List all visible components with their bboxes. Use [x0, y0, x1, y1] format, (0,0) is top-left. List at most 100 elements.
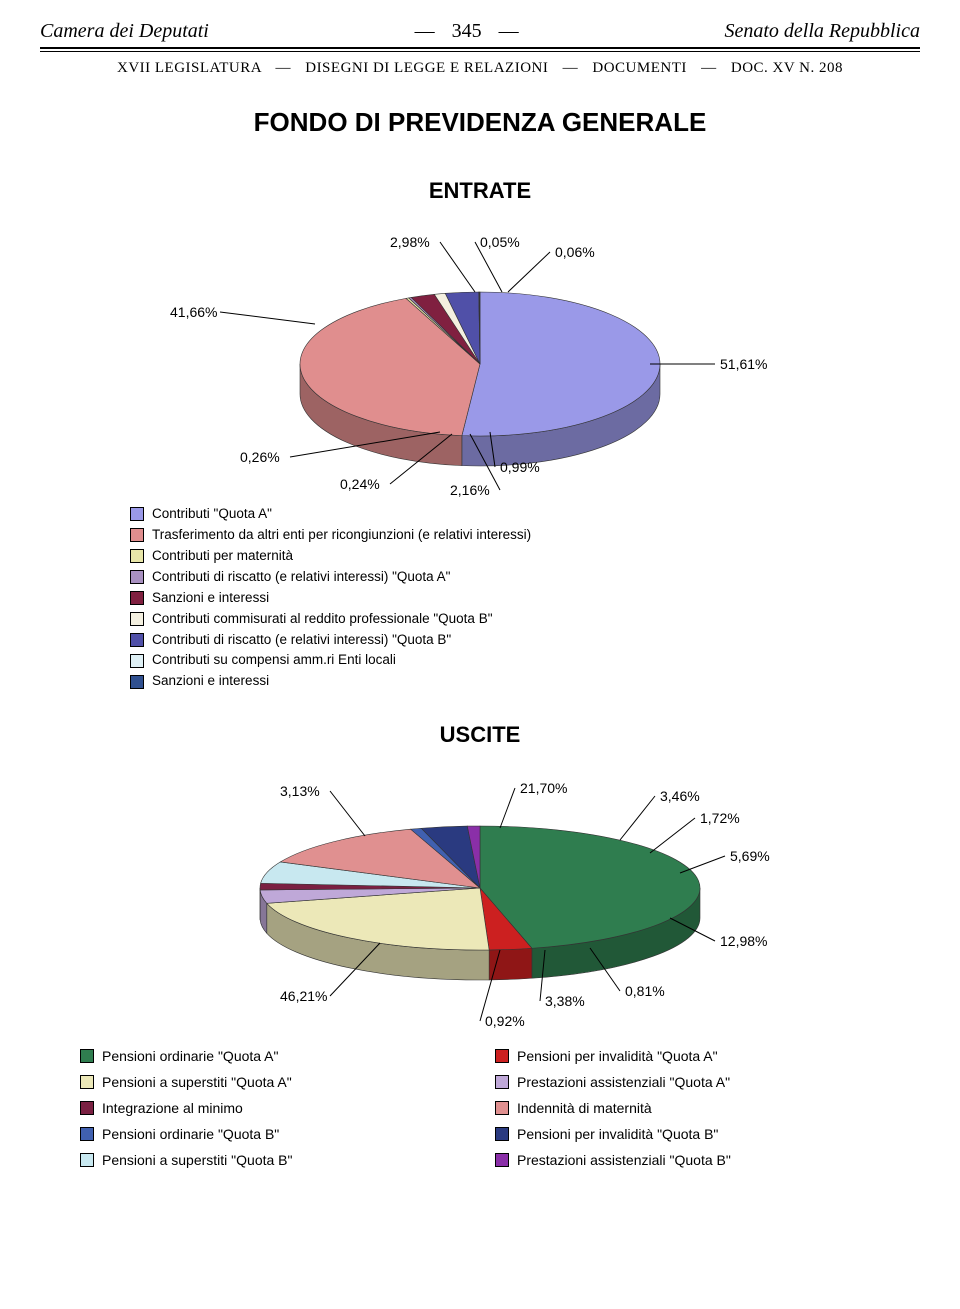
pie-slice-label: 0,81% [625, 983, 665, 999]
pie-uscite: 46,21% 3,13% 21,70% 3,46%1,72% 5,69% 12,98% 0,… [80, 758, 880, 1028]
divider [40, 47, 920, 49]
page-number: 345 [440, 20, 494, 42]
legend-swatch [80, 1049, 94, 1063]
legend-text: Contributi "Quota A" [152, 504, 272, 525]
legend-text: Contributi commisurati al reddito profes… [152, 609, 493, 630]
legend-item: Prestazioni assistenziali "Quota B" [495, 1152, 880, 1168]
pie-slice-label: 3,38% [545, 993, 585, 1009]
chart-uscite-area: 46,21% 3,13% 21,70% 3,46%1,72% 5,69% 12,98% 0,… [80, 758, 880, 1028]
legend-item: Sanzioni e interessi [130, 588, 830, 609]
header-center: — 345 — [415, 20, 519, 43]
divider-thin [40, 51, 920, 52]
legend-text: Pensioni a superstiti "Quota B" [102, 1152, 292, 1168]
legend-item: Contributi di riscatto (e relativi inter… [130, 630, 830, 651]
pie-entrate: 51,61%41,66%0,26%0,24%2,16%0,99%2,98%0,0… [80, 214, 880, 494]
legend-text: Contributi su compensi amm.ri Enti local… [152, 650, 396, 671]
legend-item: Indennità di maternità [495, 1100, 880, 1116]
legend-text: Prestazioni assistenziali "Quota A" [517, 1074, 730, 1090]
legend-text: Pensioni ordinarie "Quota B" [102, 1126, 279, 1142]
subheader-sep: — [265, 60, 301, 77]
legend-text: Pensioni a superstiti "Quota A" [102, 1074, 292, 1090]
legend-item: Pensioni a superstiti "Quota A" [80, 1074, 465, 1090]
chart-entrate-area: 51,61%41,66%0,26%0,24%2,16%0,99%2,98%0,0… [80, 214, 880, 494]
chart-uscite: USCITE 46,21% 3,13% 21,70% 3,46%1,72% 5,69% 1… [40, 722, 920, 1168]
legend-text: Contributi di riscatto (e relativi inter… [152, 630, 451, 651]
legend-swatch [80, 1127, 94, 1141]
legend-item: Contributi "Quota A" [130, 504, 830, 525]
legend-swatch [130, 612, 144, 626]
legend-swatch [80, 1101, 94, 1115]
legend-swatch [130, 570, 144, 584]
pie-slice-label: 3,13% [280, 783, 320, 799]
legend-text: Sanzioni e interessi [152, 588, 269, 609]
legend-entrate: Contributi "Quota A"Trasferimento da alt… [130, 504, 830, 692]
legend-swatch [80, 1075, 94, 1089]
subheader-part: DOC. XV N. 208 [731, 60, 843, 76]
pie-slice-label: 2,16% [450, 482, 490, 498]
pie-slice-label: 0,05% [480, 234, 520, 250]
legend-swatch [495, 1127, 509, 1141]
legend-swatch [495, 1153, 509, 1167]
legend-text: Pensioni per invalidità "Quota B" [517, 1126, 718, 1142]
legend-item: Pensioni per invalidità "Quota A" [495, 1048, 880, 1064]
pie-slice-label: 0,06% [555, 244, 595, 260]
legend-swatch [130, 507, 144, 521]
pie-slice-label: 0,24% [340, 476, 380, 492]
pie-slice-label: 41,66% [170, 304, 217, 320]
page-header: Camera dei Deputati — 345 — Senato della… [40, 20, 920, 43]
page: Camera dei Deputati — 345 — Senato della… [0, 0, 960, 1228]
legend-item: Integrazione al minimo [80, 1100, 465, 1116]
pie-slice-label: 46,21% [280, 988, 327, 1004]
legend-text: Contributi di riscatto (e relativi inter… [152, 567, 450, 588]
pie-slice-label: 51,61% [720, 356, 767, 372]
legend-text: Integrazione al minimo [102, 1100, 243, 1116]
subheader-part: DOCUMENTI [592, 60, 687, 76]
legend-swatch [130, 549, 144, 563]
subheader-sep: — [691, 60, 727, 77]
pie-slice-label: 12,98% [720, 933, 767, 949]
legend-swatch [495, 1075, 509, 1089]
legend-item: Contributi commisurati al reddito profes… [130, 609, 830, 630]
legend-text: Sanzioni e interessi [152, 671, 269, 692]
subheader-part: DISEGNI DI LEGGE E RELAZIONI [305, 60, 548, 76]
pie-slice-label: 0,99% [500, 459, 540, 475]
legend-item: Pensioni per invalidità "Quota B" [495, 1126, 880, 1142]
legend-swatch [495, 1049, 509, 1063]
pie-slice-label: 3,46% [660, 788, 700, 804]
header-right: Senato della Repubblica [724, 20, 920, 43]
legend-item: Sanzioni e interessi [130, 671, 830, 692]
legend-text: Trasferimento da altri enti per ricongiu… [152, 525, 531, 546]
subheader-sep: — [553, 60, 589, 77]
legend-swatch [130, 675, 144, 689]
legend-swatch [130, 528, 144, 542]
legend-item: Contributi di riscatto (e relativi inter… [130, 567, 830, 588]
chart-uscite-title: USCITE [40, 722, 920, 748]
pie-slice-label: 0,92% [485, 1013, 525, 1029]
legend-item: Contributi per maternità [130, 546, 830, 567]
pie-slice-label: 1,72% [700, 810, 740, 826]
legend-text: Indennità di maternità [517, 1100, 652, 1116]
legend-item: Trasferimento da altri enti per ricongiu… [130, 525, 830, 546]
legend-swatch [130, 654, 144, 668]
legend-text: Prestazioni assistenziali "Quota B" [517, 1152, 731, 1168]
legend-swatch [130, 633, 144, 647]
subheader: XVII LEGISLATURA — DISEGNI DI LEGGE E RE… [40, 60, 920, 77]
chart-entrate: ENTRATE 51,61% 41,66% 0,26% 0,24% 2,16% 0,99%… [40, 178, 920, 692]
legend-swatch [80, 1153, 94, 1167]
pie-slice-label: 5,69% [730, 848, 770, 864]
legend-item: Prestazioni assistenziali "Quota A" [495, 1074, 880, 1090]
legend-item: Contributi su compensi amm.ri Enti local… [130, 650, 830, 671]
chart-entrate-title: ENTRATE [40, 178, 920, 204]
pie-slice-label: 0,26% [240, 449, 280, 465]
pie-slice-label: 21,70% [520, 780, 567, 796]
subheader-part: XVII LEGISLATURA [117, 60, 261, 76]
legend-text: Contributi per maternità [152, 546, 293, 567]
legend-uscite: Pensioni ordinarie "Quota A" Pensioni per… [80, 1048, 880, 1168]
legend-item: Pensioni ordinarie "Quota A" [80, 1048, 465, 1064]
legend-swatch [495, 1101, 509, 1115]
legend-item: Pensioni a superstiti "Quota B" [80, 1152, 465, 1168]
pie-slice-label: 2,98% [390, 234, 430, 250]
header-left: Camera dei Deputati [40, 20, 209, 43]
legend-item: Pensioni ordinarie "Quota B" [80, 1126, 465, 1142]
legend-swatch [130, 591, 144, 605]
